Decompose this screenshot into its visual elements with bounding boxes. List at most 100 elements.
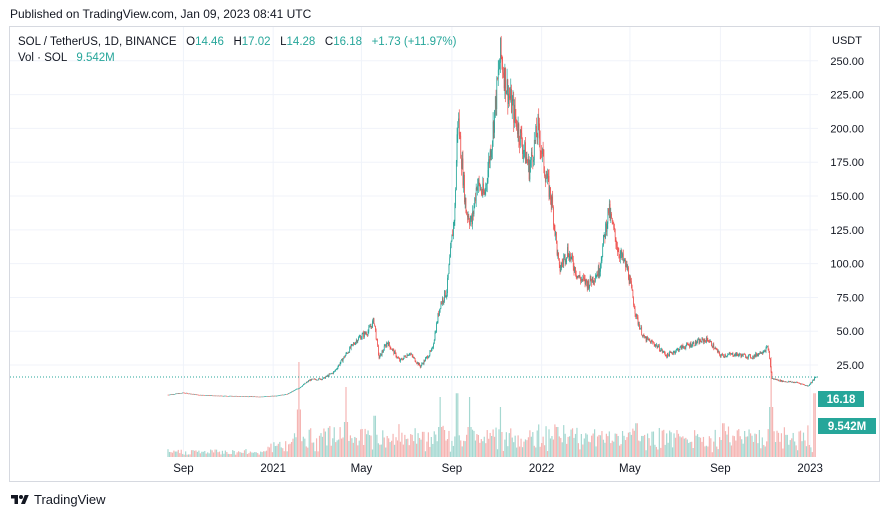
volume-bar: [585, 433, 587, 457]
candle: [386, 342, 388, 345]
candle: [215, 395, 217, 397]
candle: [744, 352, 746, 355]
legend-volume-label[interactable]: Vol · SOL: [18, 52, 67, 64]
candle: [796, 381, 798, 383]
candle: [751, 358, 753, 359]
volume-bar: [702, 436, 705, 457]
candle: [356, 339, 358, 344]
candle: [759, 351, 761, 354]
candle: [550, 195, 552, 213]
volume-bar: [652, 431, 655, 457]
candle: [761, 351, 762, 354]
candle: [812, 379, 814, 381]
candle: [708, 340, 709, 343]
candle: [182, 392, 184, 394]
candle: [734, 353, 736, 358]
candle: [504, 63, 506, 99]
volume-bar: [744, 431, 746, 457]
volume-bar: [410, 434, 412, 457]
volume-bar: [326, 445, 328, 457]
volume-bar: [235, 454, 237, 457]
candle: [257, 396, 259, 398]
candle: [298, 388, 300, 389]
volume-bar: [636, 423, 638, 457]
volume-bar: [302, 436, 304, 457]
candle: [443, 300, 445, 306]
candle: [663, 351, 665, 353]
volume-bar: [305, 446, 307, 457]
candle: [352, 344, 353, 347]
candle: [355, 338, 357, 345]
candle: [563, 253, 565, 269]
volume-bar: [623, 435, 625, 457]
volume-bar: [555, 427, 557, 457]
candle: [761, 351, 763, 355]
candle: [622, 249, 624, 264]
candle: [578, 274, 579, 279]
candle: [441, 301, 442, 305]
candle: [256, 396, 258, 398]
volume-bar: [240, 452, 243, 457]
candle: [551, 193, 553, 210]
candle: [369, 324, 370, 328]
candle: [245, 396, 247, 397]
volume-bar: [598, 434, 600, 457]
candle: [599, 268, 601, 278]
candle: [324, 376, 326, 379]
candle: [319, 378, 321, 380]
candle: [183, 392, 185, 394]
volume-bar: [564, 433, 566, 457]
volume-bar: [399, 441, 402, 457]
candle: [243, 396, 245, 397]
volume-bar: [680, 437, 682, 457]
volume-bar: [471, 429, 474, 457]
candle: [558, 258, 560, 268]
candle: [804, 384, 806, 386]
volume-bar: [352, 442, 354, 457]
legend-symbol[interactable]: SOL / TetherUS, 1D, BINANCE: [18, 36, 177, 48]
volume-bar: [683, 438, 685, 457]
volume-bar: [363, 444, 365, 457]
candle: [536, 117, 537, 138]
candle: [217, 395, 219, 397]
candle: [519, 135, 520, 154]
candle: [460, 131, 462, 159]
volume-bar: [527, 437, 530, 457]
candle: [722, 352, 723, 356]
volume-bar: [557, 427, 559, 457]
candle: [413, 356, 415, 359]
candle: [692, 340, 694, 345]
footer-brand[interactable]: TradingView: [10, 492, 106, 507]
volume-bar: [446, 439, 449, 457]
candle: [185, 392, 187, 394]
candle: [428, 356, 429, 359]
volume-bar: [761, 437, 763, 457]
volume-bar: [249, 451, 251, 457]
candle: [589, 284, 590, 292]
candle: [357, 339, 359, 344]
chart-frame[interactable]: [9, 26, 880, 482]
volume-bar: [477, 434, 479, 457]
candle: [410, 352, 412, 356]
volume-bar: [380, 444, 382, 457]
candle: [703, 338, 705, 345]
x-tick-label-7: 2023: [797, 463, 823, 475]
candle: [472, 210, 474, 221]
volume-bar: [248, 453, 250, 457]
volume-bar: [255, 452, 257, 457]
candle: [519, 129, 521, 149]
volume-bar: [233, 450, 235, 457]
candle: [723, 356, 725, 358]
candle: [272, 395, 274, 397]
candle: [680, 345, 682, 348]
candle: [183, 392, 184, 394]
candle: [423, 359, 425, 366]
candle: [312, 378, 314, 380]
candle: [295, 389, 297, 390]
candle: [267, 396, 269, 397]
candle: [654, 343, 656, 347]
candle: [561, 258, 563, 268]
volume-bar: [418, 437, 421, 457]
candle: [465, 197, 467, 214]
